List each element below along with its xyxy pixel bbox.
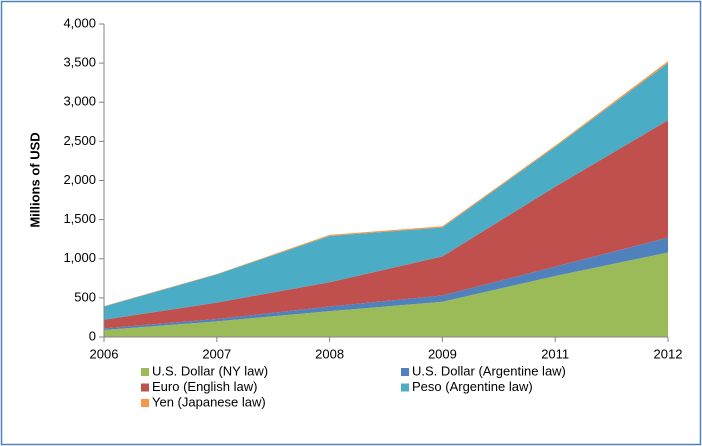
legend-swatch xyxy=(141,399,149,407)
legend-label: Yen (Japanese law) xyxy=(152,394,266,409)
y-tick-label: 3,000 xyxy=(63,94,96,109)
legend-swatch xyxy=(401,368,409,376)
area xyxy=(104,63,668,320)
y-axis-label: Millions of USD xyxy=(27,132,42,227)
y-tick-label: 2,000 xyxy=(63,172,96,187)
legend-swatch xyxy=(401,383,409,392)
x-tick-label: 2011 xyxy=(541,346,569,361)
legend-label: U.S. Dollar (Argentine law) xyxy=(412,363,566,378)
y-tick-label: 4,000 xyxy=(63,15,96,30)
x-tick-label: 2008 xyxy=(315,346,344,361)
legend-label: U.S. Dollar (NY law) xyxy=(152,363,268,378)
legend-swatch xyxy=(141,368,149,376)
x-tick-label: 2007 xyxy=(202,346,231,361)
y-tick-label: 2,500 xyxy=(63,133,96,148)
x-tick-label: 2009 xyxy=(428,346,457,361)
x-tick-label: 2012 xyxy=(654,346,683,361)
legend-label: Euro (English law) xyxy=(152,379,258,394)
y-tick-label: 0 xyxy=(89,328,96,343)
area xyxy=(104,120,668,329)
legend-swatch xyxy=(141,383,149,392)
x-tick-label: 2006 xyxy=(90,346,119,361)
y-tick-label: 3,500 xyxy=(63,55,96,70)
area xyxy=(104,252,668,337)
y-tick-label: 1,000 xyxy=(63,250,96,265)
y-tick-label: 1,500 xyxy=(63,211,96,226)
y-tick-label: 500 xyxy=(74,289,96,304)
legend-label: Peso (Argentine law) xyxy=(412,379,533,394)
